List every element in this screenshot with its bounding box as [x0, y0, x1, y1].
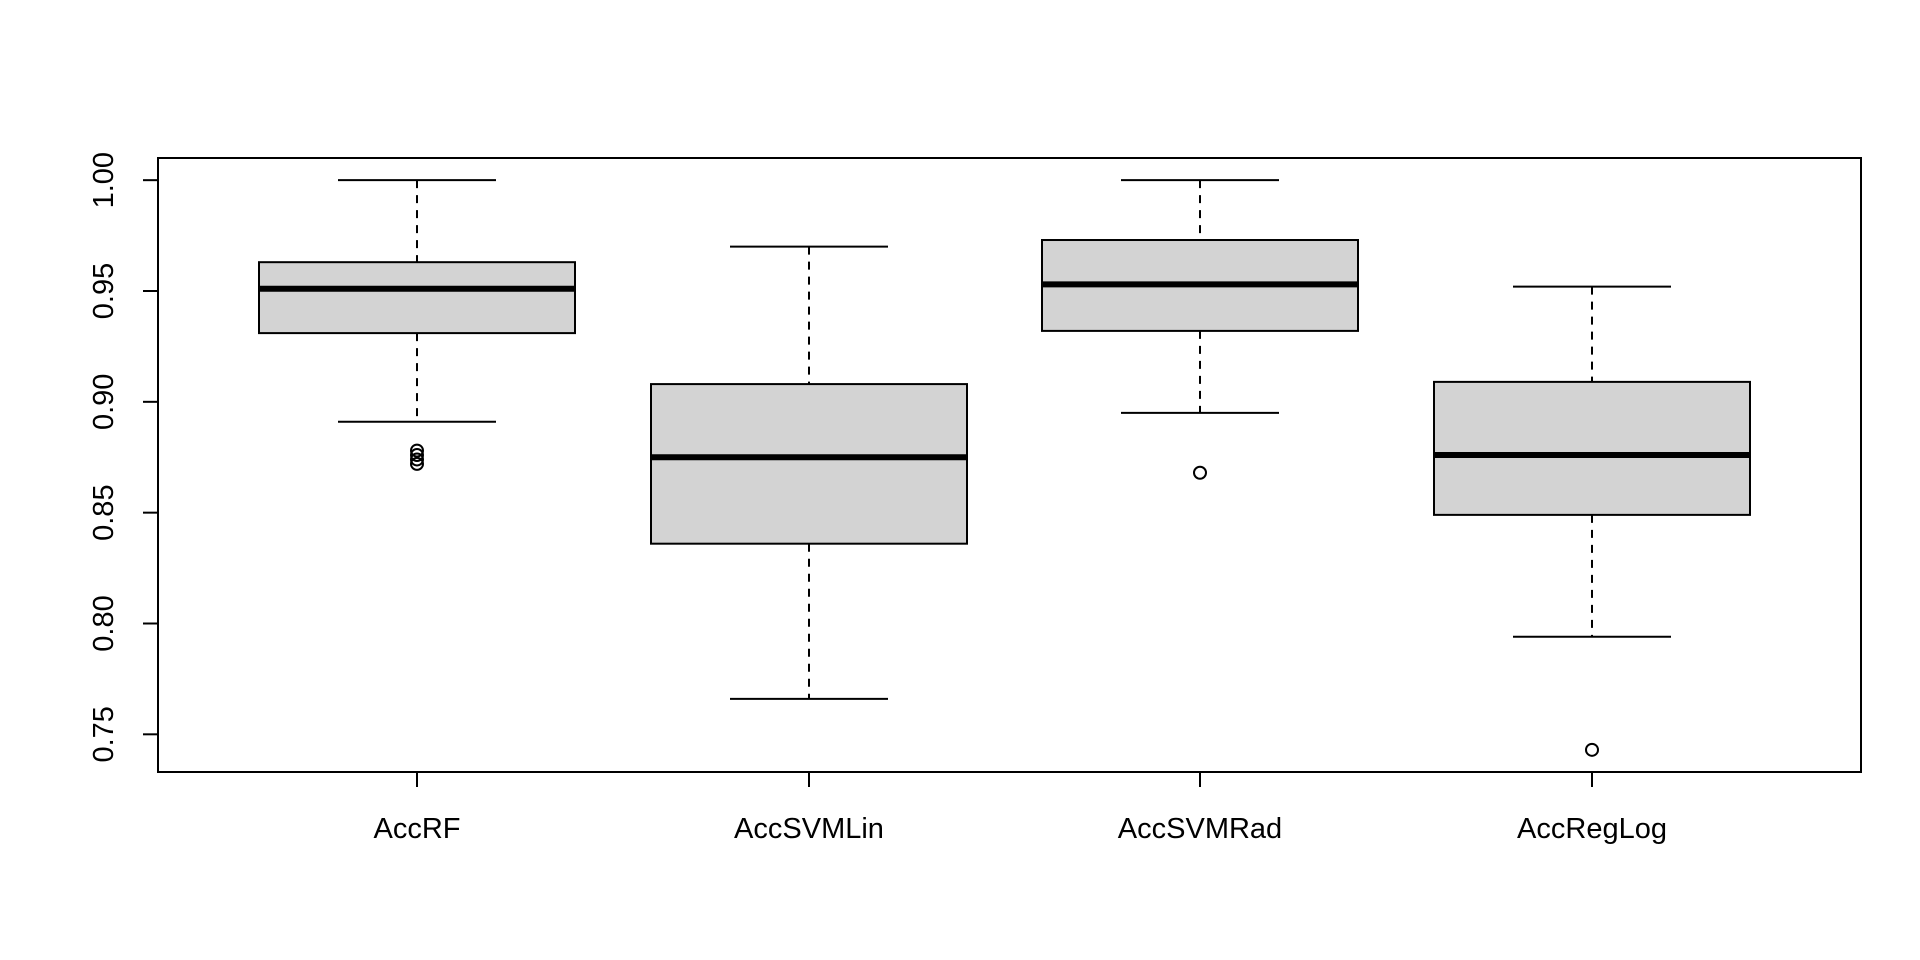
y-axis: 0.75 0.80 0.85 0.90 0.95 1.00: [88, 152, 159, 763]
outlier-point: [410, 448, 424, 463]
x-category-label: AccSVMRad: [1118, 813, 1282, 845]
outlier-point: [410, 443, 424, 458]
box-AccRegLog: [1433, 285, 1751, 757]
iqr-box: [258, 261, 576, 335]
iqr-box: [650, 383, 968, 545]
x-category-label: AccRegLog: [1517, 813, 1667, 845]
box-series: [258, 179, 1751, 757]
outlier-point: [410, 456, 424, 471]
x-category-label: AccRF: [374, 813, 461, 845]
y-tick-label: 0.75: [88, 706, 120, 762]
y-tick-label: 0.95: [88, 263, 120, 319]
x-axis: AccRF AccSVMLin AccSVMRad AccRegLog: [374, 771, 1667, 845]
box-AccRF: [258, 179, 576, 471]
outlier-point: [1585, 742, 1599, 757]
y-tick-label: 0.90: [88, 374, 120, 430]
y-tick-label: 0.85: [88, 484, 120, 540]
box-AccSVMLin: [650, 245, 968, 700]
outlier-point: [1193, 465, 1207, 480]
box-AccSVMRad: [1041, 179, 1359, 480]
iqr-box: [1433, 380, 1751, 516]
y-tick-label: 1.00: [88, 152, 120, 208]
y-tick-label: 0.80: [88, 595, 120, 651]
x-category-label: AccSVMLin: [734, 813, 884, 845]
outlier-point: [410, 452, 424, 467]
